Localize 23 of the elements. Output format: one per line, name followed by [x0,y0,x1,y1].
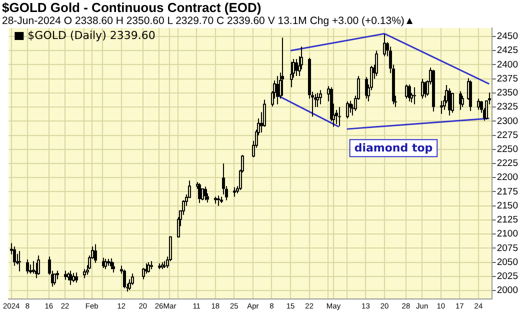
y-tick-label: 2000 [496,285,518,296]
y-tick-label: 2100 [496,228,518,240]
y-tick-label: 2200 [496,172,518,184]
y-tick-label: 2125 [496,214,518,226]
chart-title: $GOLD Gold - Continuous Contract (EOD) [2,0,262,15]
y-tick-label: 2050 [496,256,518,268]
y-tick-label: 2325 [496,102,518,113]
y-tick-label: 2350 [496,88,518,99]
y-tick-label: 2075 [496,242,518,254]
annotation: diamond top [354,141,433,154]
y-tick-label: 2175 [496,186,518,198]
chart-subtitle: 28-Jun-2024 O 2338.60 H 2350.60 L 2329.70 C 2339.60 V 13.1M Chg +3.00 (+0.13%)▲ [2,15,415,27]
y-tick-label: 2250 [496,144,518,156]
y-tick-label: 2450 [496,31,518,42]
y-tick-label: 2025 [496,271,518,282]
y-tick-label: 2275 [496,130,518,141]
y-tick-label: 2400 [496,59,518,70]
y-tick-label: 2300 [496,116,518,127]
legend-label: $GOLD (Daily) 2339.60 [28,28,156,42]
y-tick-label: 2425 [496,45,518,56]
y-tick-label: 2375 [496,73,518,84]
y-tick-label: 2225 [496,158,518,170]
y-tick-label: 2150 [496,200,518,212]
